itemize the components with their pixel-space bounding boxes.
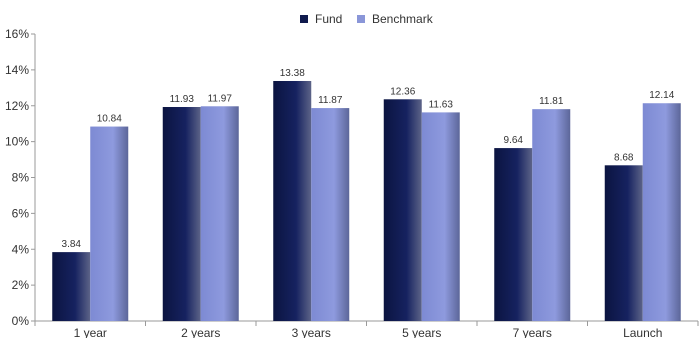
y-tick-label: 2% [12,278,30,292]
data-label-fund: 8.68 [614,152,634,163]
y-tick-label: 8% [12,171,30,185]
x-category-label: 1 year [74,326,107,338]
data-label-benchmark: 11.81 [539,96,564,107]
y-tick-label: 6% [12,206,30,220]
x-category-label: 5 years [402,326,441,338]
bar-benchmark [421,112,460,321]
bar-benchmark [642,103,681,322]
y-tick-label: 0% [12,314,30,328]
x-category-label: 2 years [181,326,220,338]
legend-label-benchmark: Benchmark [372,12,434,26]
data-label-fund: 9.64 [504,135,524,146]
y-tick-label: 14% [5,63,29,77]
data-label-benchmark: 11.87 [318,95,343,106]
data-label-benchmark: 12.14 [649,90,674,101]
x-category-label: 7 years [513,326,552,338]
data-label-fund: 12.36 [390,86,415,97]
data-label-fund: 3.84 [62,239,82,250]
y-tick-label: 16% [5,27,29,41]
bar-fund [52,252,91,321]
data-labels: 3.84 10.84 11.93 11.97 13.38 11.87 12.36 11.63 9… [62,68,675,250]
bar-fund [383,99,422,321]
data-label-benchmark: 11.97 [208,93,233,104]
x-axis: 1 year 2 years 3 years 5 years 7 years Launch [34,320,699,338]
legend: Fund Benchmark [300,12,434,26]
y-axis: 0% 2% 4% 6% 8% 10% 12% 14% 16% [5,27,36,328]
x-category-label: 3 years [292,326,331,338]
y-tick-label: 10% [5,135,29,149]
legend-swatch-benchmark [357,15,365,23]
legend-label-fund: Fund [315,12,342,26]
bar-fund [494,148,533,321]
bar-fund [162,107,201,322]
data-label-benchmark: 10.84 [97,114,122,125]
bar-benchmark [311,108,350,321]
data-label-benchmark: 11.63 [429,99,454,110]
data-label-fund: 11.93 [170,94,195,105]
x-category-label: Launch [623,326,662,338]
data-label-fund: 13.38 [280,68,305,79]
legend-swatch-fund [300,15,308,23]
bar-benchmark [532,109,571,321]
y-tick-label: 4% [12,242,30,256]
bar-benchmark [200,106,239,322]
bars [52,80,681,322]
bar-fund [604,165,643,321]
bar-fund [273,80,312,321]
bar-benchmark [90,126,129,322]
y-tick-label: 12% [5,99,29,113]
